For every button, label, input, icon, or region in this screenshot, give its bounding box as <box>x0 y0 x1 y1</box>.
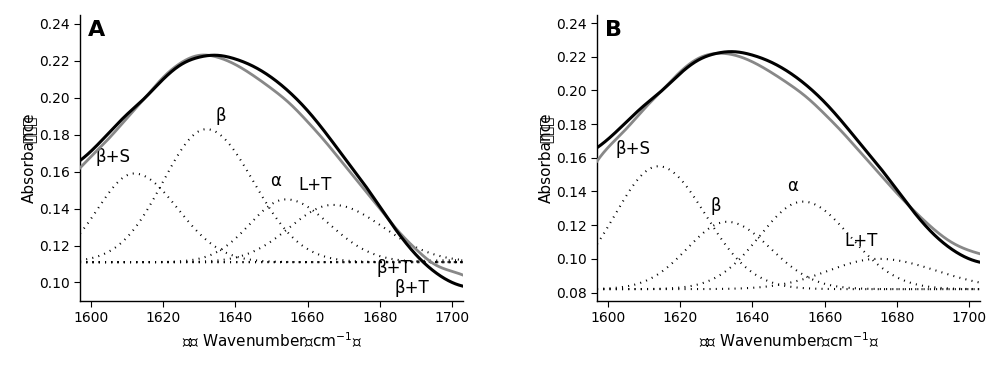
Y-axis label: Absorbance: Absorbance <box>539 113 554 203</box>
Text: β+S: β+S <box>616 140 651 158</box>
Text: β: β <box>216 108 226 126</box>
Text: β+S: β+S <box>95 148 130 166</box>
Text: α: α <box>787 177 798 195</box>
Text: B: B <box>605 21 622 40</box>
Text: 吸光度: 吸光度 <box>540 116 555 143</box>
Text: β+T: β+T <box>377 259 412 277</box>
Text: β+T: β+T <box>394 279 429 297</box>
X-axis label: 波数 Wavenumber（cm$^{-1}$）: 波数 Wavenumber（cm$^{-1}$） <box>182 331 361 350</box>
Text: α: α <box>270 172 281 190</box>
Text: L+T: L+T <box>298 176 332 194</box>
Y-axis label: Absorbance: Absorbance <box>22 113 37 203</box>
Text: A: A <box>88 21 105 40</box>
Text: β: β <box>711 197 722 215</box>
Text: L+T: L+T <box>844 232 877 250</box>
X-axis label: 波数 Wavenumber（cm$^{-1}$）: 波数 Wavenumber（cm$^{-1}$） <box>699 331 878 350</box>
Text: 吸光度: 吸光度 <box>23 116 38 143</box>
